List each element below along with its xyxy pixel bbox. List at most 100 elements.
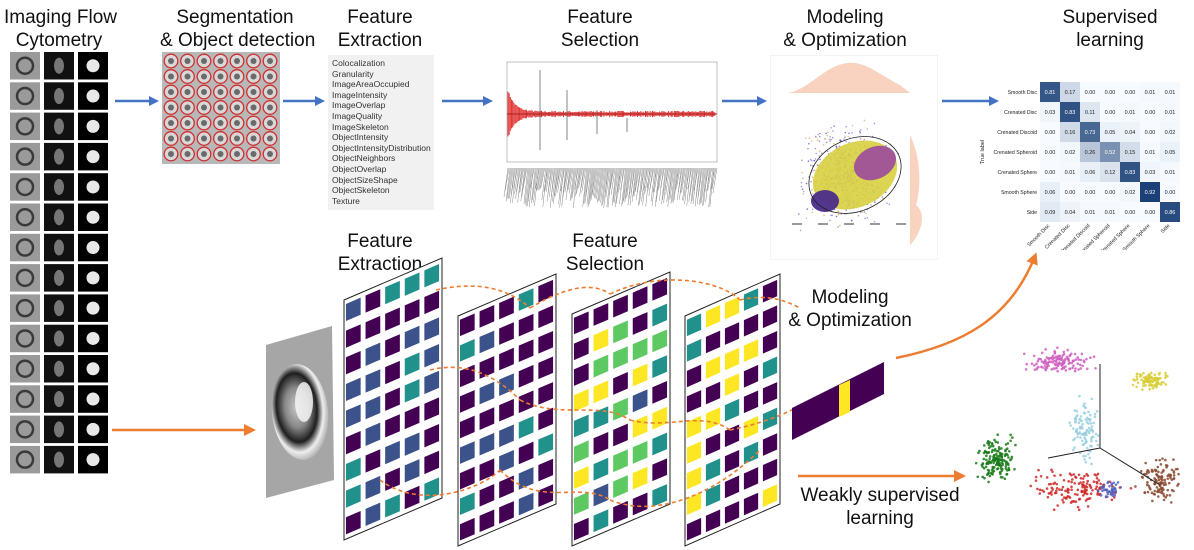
scatter-point [812, 169, 814, 172]
cell-value: 0.73 [1085, 130, 1096, 136]
label-line: & Object detection [160, 30, 316, 51]
cluster-point [1000, 447, 1003, 450]
tick-label-mark [625, 167, 631, 199]
scatter-point [799, 229, 802, 232]
cell-value: 0.83 [1125, 170, 1136, 176]
tick-label-mark [581, 167, 586, 193]
cell-value: 0.04 [1065, 210, 1076, 216]
scatter-point [864, 217, 866, 220]
scatter-signal [54, 118, 64, 135]
cluster-point [1146, 490, 1150, 494]
matrix-cell [1080, 162, 1100, 182]
tick-label-mark [563, 167, 569, 191]
cluster-point [1092, 421, 1096, 425]
cluster-point [1071, 366, 1074, 370]
cell-value: 0.17 [1065, 90, 1076, 96]
fluorescence-signal [86, 331, 100, 345]
cluster-point [1153, 489, 1157, 493]
label-feature-selection-bottom: Feature Selection [555, 230, 655, 276]
scatter-point [844, 131, 847, 134]
cluster-point [1072, 364, 1075, 367]
tick-label-mark [522, 167, 528, 190]
matrix-cell [1060, 182, 1080, 202]
cluster-point [985, 473, 989, 476]
cluster-point [1003, 477, 1007, 481]
cluster-point [1073, 481, 1077, 485]
cluster-point [1087, 431, 1091, 435]
cluster-point [1095, 481, 1099, 485]
feature-map-tile [652, 277, 668, 301]
tick-label-mark [526, 167, 532, 207]
scatter-point [860, 129, 862, 131]
feature-map-tile [499, 347, 514, 371]
tick-label-mark [618, 167, 623, 193]
scatter-point [819, 158, 821, 161]
cluster-point [1051, 470, 1054, 474]
scatter-point [839, 139, 841, 141]
feature-map-tile [762, 433, 778, 456]
tick-label-mark [539, 167, 544, 190]
matrix-cell [1160, 162, 1180, 182]
cluster-point [1162, 498, 1166, 502]
feature-map-tile [632, 286, 648, 310]
feature-map-tile [632, 492, 648, 516]
tick-label-mark [614, 167, 619, 203]
tick-label-mark [606, 167, 612, 208]
feature-map-tile [385, 494, 400, 518]
scatter-signal [54, 360, 64, 377]
cluster-point [1069, 424, 1072, 427]
cluster-point [1055, 487, 1059, 490]
cluster-point [1158, 475, 1162, 479]
axis-tick [870, 223, 880, 225]
feature-map-tile [573, 337, 589, 361]
scatter-point [819, 132, 821, 135]
tick-label-mark [654, 167, 660, 207]
feature-category-item: ObjectOverlap [332, 163, 387, 174]
tick-label-mark [595, 167, 600, 198]
cluster-point [1035, 362, 1038, 366]
cluster-point [987, 480, 990, 484]
feature-map-tile [345, 457, 361, 482]
tick-label-mark [518, 167, 523, 194]
cluster-point [1083, 360, 1086, 364]
cluster-point [1060, 493, 1064, 497]
feature-map-tile [762, 305, 778, 329]
cluster-point [1170, 468, 1174, 472]
tick-label-mark [579, 167, 584, 197]
cluster-point [1081, 364, 1084, 368]
cluster-point [1160, 471, 1163, 474]
matrix-cell [1120, 82, 1140, 102]
cluster-point [1090, 428, 1094, 432]
cluster-point [1153, 493, 1157, 496]
feature-map-tile [459, 390, 475, 413]
scatter-signal [54, 178, 64, 195]
cell-value: 0.16 [1065, 130, 1076, 136]
object-core [234, 151, 240, 157]
cluster-point [1170, 488, 1174, 492]
cluster-point [1059, 473, 1062, 477]
feature-map-tile [538, 433, 554, 456]
tick-label-mark [686, 167, 691, 207]
matrix-cell [1100, 82, 1120, 102]
cluster-point [1177, 472, 1180, 476]
scatter-point [888, 203, 891, 206]
cluster-point [1149, 379, 1153, 383]
tick-label-mark [553, 167, 558, 204]
cluster-point [1073, 446, 1076, 449]
cluster-point [1058, 354, 1062, 358]
scatter-point [823, 214, 825, 217]
feature-map-tile [573, 388, 589, 412]
feature-map-tile [479, 509, 495, 533]
object-core [250, 135, 257, 142]
object-core [234, 73, 240, 80]
label-feature-extraction-top: Feature Extraction [330, 6, 430, 52]
feature-map-tile [652, 303, 668, 327]
scatter-point [811, 188, 813, 191]
label-line: Selection [560, 30, 640, 51]
cluster-point [990, 460, 993, 463]
cell-value: 0.12 [1105, 170, 1116, 176]
cluster-point [1081, 422, 1084, 426]
feature-map-tile [705, 330, 721, 354]
cluster-point [1037, 365, 1040, 369]
cluster-point [1038, 488, 1042, 492]
